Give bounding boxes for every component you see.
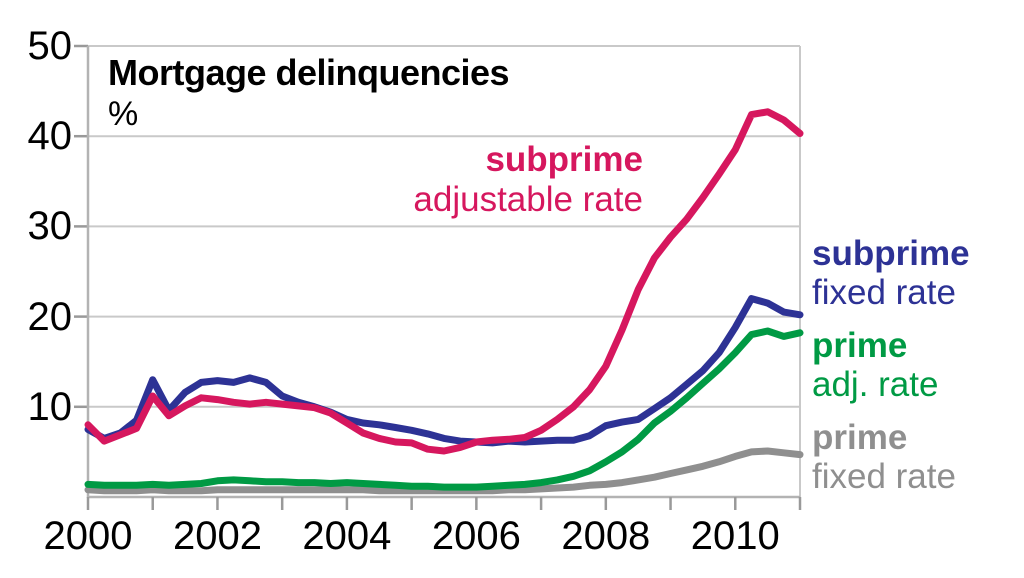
legend-subtitle: fixed rate xyxy=(812,457,956,496)
legend-title: prime xyxy=(812,326,908,365)
series-label-subprime-adjustable: subprime adjustable rate xyxy=(300,140,643,220)
line-prime-fixed-rate xyxy=(84,447,804,495)
series-label-line2: adjustable rate xyxy=(413,180,643,219)
x-tick-label-2004: 2004 xyxy=(302,514,392,558)
y-tick-label-20: 20 xyxy=(27,294,73,339)
legend-subtitle: fixed rate xyxy=(812,273,956,312)
x-tick-label-2002: 2002 xyxy=(172,514,262,558)
x-tick-label-2010: 2010 xyxy=(690,514,780,558)
y-tick-label-40: 40 xyxy=(27,114,73,159)
line-subprime-adjustable-rate xyxy=(84,108,804,455)
y-tick-label-50: 50 xyxy=(27,24,73,68)
legend-title: prime xyxy=(812,418,908,457)
legend-prime-adjustable: prime adj. rate xyxy=(812,326,938,404)
y-axis-unit-label: % xyxy=(108,95,139,133)
chart-title: Mortgage delinquencies xyxy=(108,52,510,93)
x-tick-label-2006: 2006 xyxy=(431,514,521,558)
line-subprime-fixed-rate xyxy=(84,295,804,447)
y-tick-label-10: 10 xyxy=(27,384,73,429)
legend-subtitle: adj. rate xyxy=(812,365,939,404)
line-prime-adjustable-rate xyxy=(84,327,804,491)
legend-subprime-fixed: subprime fixed rate xyxy=(812,234,970,312)
legend-title: subprime xyxy=(812,234,970,273)
series-label-line1: subprime xyxy=(485,140,643,179)
x-tick-label-2008: 2008 xyxy=(561,514,651,558)
x-tick-label-2000: 2000 xyxy=(43,514,133,558)
legend-prime-fixed: prime fixed rate xyxy=(812,418,956,496)
y-tick-label-30: 30 xyxy=(27,204,73,249)
